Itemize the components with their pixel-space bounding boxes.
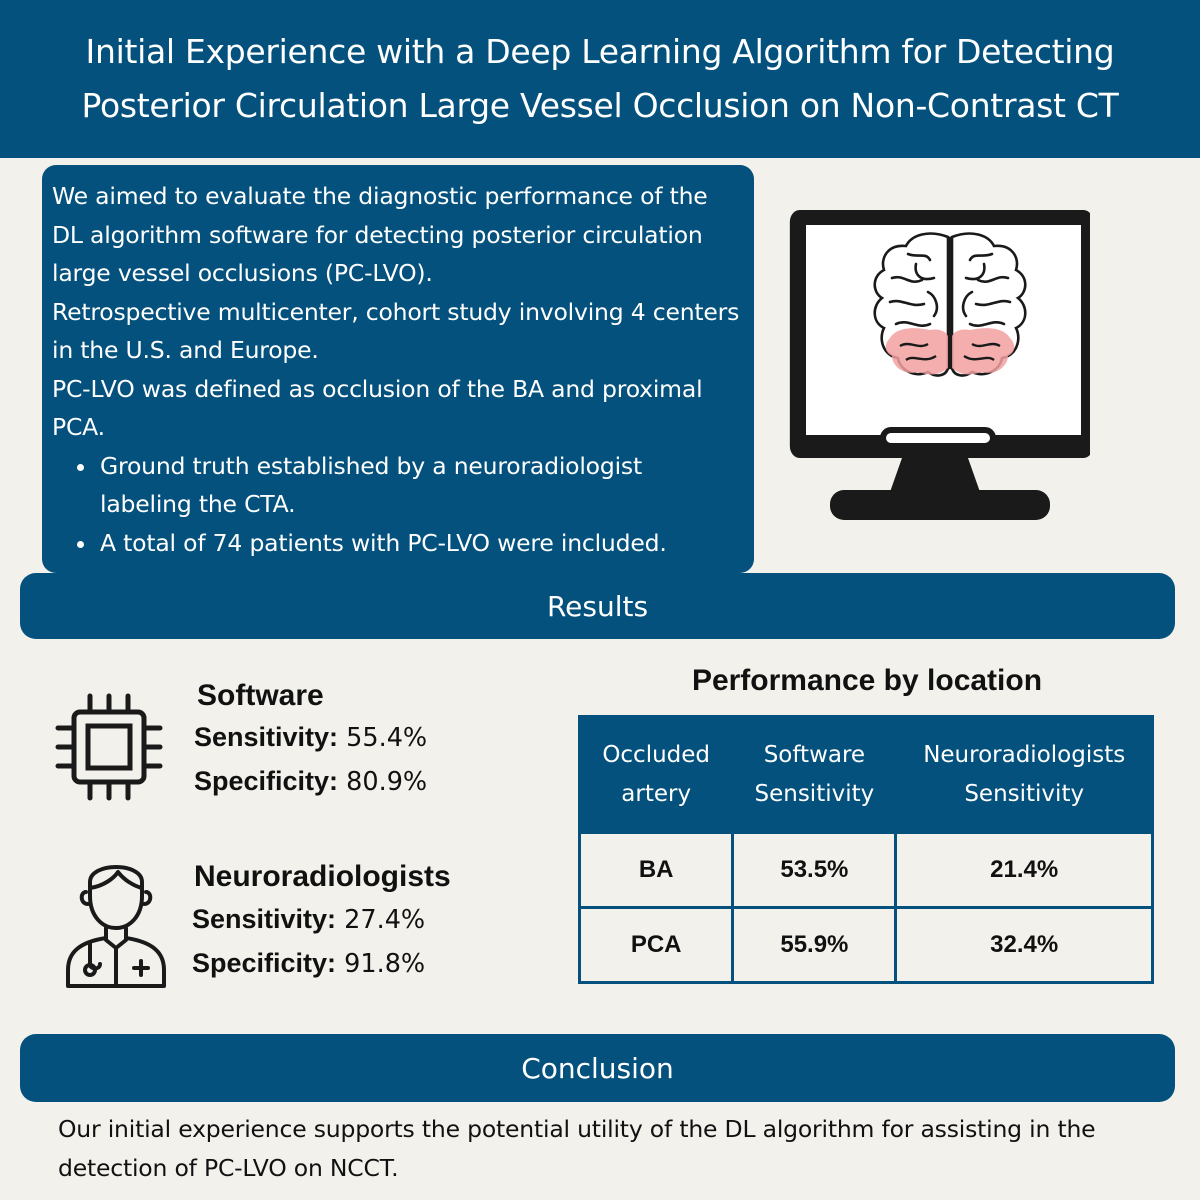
doctor-icon: [66, 865, 166, 988]
cell-artery: PCA: [577, 906, 735, 984]
title-line-2: Posterior Circulation Large Vessel Occlu…: [81, 86, 1119, 125]
intro-paragraph-definition: PC-LVO was defined as occlusion of the B…: [52, 374, 703, 442]
intro-paragraph-design: Retrospective multicenter, cohort study …: [52, 297, 740, 365]
header-neuro-sensitivity: Neuroradiologists Sensitivity: [894, 716, 1153, 833]
results-heading: Results: [546, 589, 649, 623]
neuroradiologists-specificity-value: 91.8%: [344, 949, 426, 979]
neuroradiologists-specificity-row: Specificity: 91.8%: [192, 942, 451, 986]
intro-bullet-list: Ground truth established by a neuroradio…: [52, 447, 740, 563]
neuroradiologists-sensitivity-row: Sensitivity: 27.4%: [192, 898, 451, 942]
software-specificity-row: Specificity: 80.9%: [194, 760, 427, 804]
conclusion-text: Our initial experience supports the pote…: [58, 1115, 1096, 1182]
performance-table: Occluded artery Software Sensitivity Neu…: [577, 715, 1154, 984]
results-banner: Results: [20, 573, 1175, 639]
header-neuro-sensitivity-line2: Sensitivity: [964, 780, 1085, 807]
header-banner: Initial Experience with a Deep Learning …: [0, 0, 1200, 158]
intro-paragraph-aim: We aimed to evaluate the diagnostic perf…: [52, 182, 708, 287]
header-software-sensitivity-line2: Sensitivity: [754, 780, 875, 807]
neuroradiologists-title: Neuroradiologists: [194, 860, 451, 893]
software-sensitivity-label: Sensitivity:: [194, 722, 339, 752]
neuroradiologists-stats: Neuroradiologists Sensitivity: 27.4% Spe…: [192, 857, 451, 986]
table-row: PCA 55.9% 32.4%: [577, 906, 1154, 984]
cell-neuro-sensitivity: 21.4%: [894, 831, 1154, 909]
performance-header-row: Occluded artery Software Sensitivity Neu…: [577, 716, 1153, 833]
intro-bullet-patients: A total of 74 patients with PC-LVO were …: [98, 524, 740, 563]
neuroradiologists-sensitivity-value: 27.4%: [344, 905, 426, 935]
table-row: BA 53.5% 21.4%: [577, 831, 1154, 909]
conclusion-banner: Conclusion: [20, 1034, 1175, 1102]
intro-panel: We aimed to evaluate the diagnostic perf…: [42, 165, 754, 573]
software-stats: Software Sensitivity: 55.4% Specificity:…: [194, 676, 427, 804]
cell-artery: BA: [577, 831, 735, 909]
software-specificity-label: Specificity:: [194, 766, 339, 796]
conclusion-heading: Conclusion: [521, 1051, 674, 1085]
neuroradiologists-sensitivity-label: Sensitivity:: [192, 904, 337, 934]
chip-icon: [55, 693, 163, 801]
header-software-sensitivity: Software Sensitivity: [731, 716, 896, 833]
cell-neuro-sensitivity: 32.4%: [894, 906, 1154, 984]
software-sensitivity-value: 55.4%: [346, 723, 428, 753]
performance-title: Performance by location: [691, 664, 1043, 697]
header-neuro-sensitivity-line1: Neuroradiologists: [923, 741, 1126, 768]
cell-software-sensitivity: 55.9%: [731, 906, 898, 984]
software-title: Software: [197, 679, 324, 712]
neuroradiologists-specificity-label: Specificity:: [192, 948, 337, 978]
header-occluded-artery: Occluded artery: [577, 716, 733, 833]
cell-software-sensitivity: 53.5%: [731, 831, 898, 909]
title-line-1: Initial Experience with a Deep Learning …: [85, 32, 1115, 71]
software-specificity-value: 80.9%: [346, 767, 428, 797]
software-sensitivity-row: Sensitivity: 55.4%: [194, 716, 427, 760]
header-occluded-artery-line2: artery: [621, 780, 692, 807]
header-occluded-artery-line1: Occluded: [602, 741, 711, 768]
header-software-sensitivity-line1: Software: [763, 741, 866, 768]
monitor-brain-icon: [789, 210, 1090, 520]
intro-bullet-ground-truth: Ground truth established by a neuroradio…: [98, 447, 740, 524]
